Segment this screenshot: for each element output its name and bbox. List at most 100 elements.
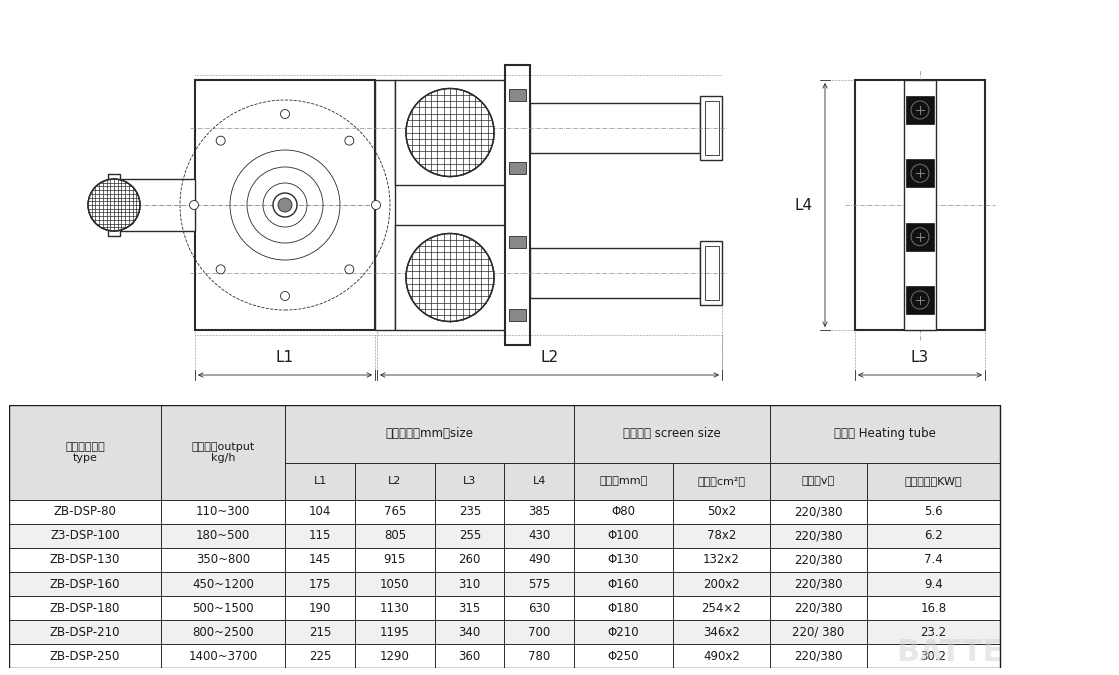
Text: 220/380: 220/380: [794, 554, 843, 566]
Bar: [505, 548, 574, 572]
Bar: [355, 524, 435, 548]
Text: ZB-DSP-130: ZB-DSP-130: [49, 554, 120, 566]
Circle shape: [372, 200, 380, 209]
Bar: [505, 572, 574, 596]
Text: Φ130: Φ130: [608, 554, 639, 566]
Circle shape: [281, 292, 289, 300]
Circle shape: [406, 234, 493, 321]
Bar: [505, 620, 574, 644]
Bar: [9, 405, 161, 500]
Bar: [505, 596, 574, 620]
Text: 255: 255: [459, 529, 481, 543]
Bar: [195, 80, 375, 330]
Text: 110~300: 110~300: [196, 506, 251, 518]
Text: 360: 360: [459, 650, 481, 663]
Text: 1290: 1290: [380, 650, 410, 663]
Circle shape: [278, 198, 292, 212]
Circle shape: [346, 136, 354, 144]
Text: 115: 115: [309, 529, 331, 543]
Text: 700: 700: [528, 626, 551, 639]
Text: 500~1500: 500~1500: [192, 601, 254, 614]
Bar: [673, 500, 770, 524]
Bar: [509, 162, 526, 174]
Bar: [161, 524, 285, 548]
Bar: [435, 596, 505, 620]
Circle shape: [911, 291, 929, 309]
Text: 915: 915: [384, 554, 406, 566]
Text: 220/ 380: 220/ 380: [792, 626, 845, 639]
Bar: [867, 572, 1000, 596]
Text: Φ160: Φ160: [608, 578, 639, 591]
Bar: [285, 548, 355, 572]
Bar: [904, 80, 935, 330]
Text: 50x2: 50x2: [707, 506, 736, 518]
Bar: [509, 309, 526, 321]
Bar: [435, 548, 505, 572]
Text: L2: L2: [388, 477, 402, 487]
Bar: [705, 101, 720, 155]
Text: 200x2: 200x2: [703, 578, 740, 591]
Text: 220/380: 220/380: [794, 506, 843, 518]
Bar: [505, 500, 574, 524]
Text: 190: 190: [309, 601, 331, 614]
Text: 适用产量output
kg/h: 适用产量output kg/h: [191, 441, 255, 463]
Text: 575: 575: [528, 578, 551, 591]
Text: 430: 430: [528, 529, 551, 543]
Text: ZB-DSP-80: ZB-DSP-80: [54, 506, 116, 518]
Bar: [355, 644, 435, 668]
Text: 加热功率（KW）: 加热功率（KW）: [904, 477, 962, 487]
Text: 30.2: 30.2: [920, 650, 947, 663]
Text: L3: L3: [463, 477, 477, 487]
Bar: [285, 596, 355, 620]
Bar: [435, 620, 505, 644]
Text: 1400~3700: 1400~3700: [188, 650, 257, 663]
Bar: [770, 644, 867, 668]
Text: 1050: 1050: [380, 578, 410, 591]
Bar: [285, 572, 355, 596]
Text: 产品规格型号
type: 产品规格型号 type: [65, 441, 105, 463]
Bar: [161, 500, 285, 524]
Bar: [867, 463, 1000, 500]
Text: ZB-DSP-210: ZB-DSP-210: [49, 626, 120, 639]
Bar: [574, 620, 673, 644]
Bar: [673, 596, 770, 620]
Text: 805: 805: [384, 529, 406, 543]
Bar: [161, 405, 285, 500]
Text: 310: 310: [459, 578, 481, 591]
Circle shape: [189, 200, 198, 209]
Text: 适用产量output
kg/h: 适用产量output kg/h: [189, 420, 256, 448]
Bar: [673, 524, 770, 548]
Circle shape: [217, 265, 225, 273]
Text: L1: L1: [313, 477, 327, 487]
Bar: [770, 596, 867, 620]
Bar: [574, 405, 770, 463]
Text: 220/380: 220/380: [794, 650, 843, 663]
Bar: [867, 500, 1000, 524]
Bar: [395, 80, 505, 185]
Circle shape: [216, 136, 225, 145]
Circle shape: [273, 193, 297, 217]
Bar: [9, 405, 161, 463]
Text: 104: 104: [309, 506, 331, 518]
Bar: [673, 620, 770, 644]
Text: 315: 315: [459, 601, 481, 614]
Bar: [906, 159, 934, 188]
Bar: [906, 223, 934, 250]
Circle shape: [281, 109, 290, 119]
Bar: [505, 65, 530, 345]
Text: L1: L1: [276, 350, 294, 365]
Text: 260: 260: [459, 554, 481, 566]
Bar: [906, 286, 934, 314]
Text: 23.2: 23.2: [920, 626, 947, 639]
Bar: [867, 644, 1000, 668]
Bar: [700, 95, 722, 159]
Bar: [435, 500, 505, 524]
Text: 16.8: 16.8: [920, 601, 947, 614]
Circle shape: [911, 101, 929, 119]
Bar: [395, 225, 505, 330]
Text: Z3-DSP-100: Z3-DSP-100: [50, 529, 120, 543]
Circle shape: [88, 179, 140, 231]
Bar: [574, 500, 673, 524]
Bar: [285, 524, 355, 548]
Text: 电压（v）: 电压（v）: [801, 477, 835, 487]
